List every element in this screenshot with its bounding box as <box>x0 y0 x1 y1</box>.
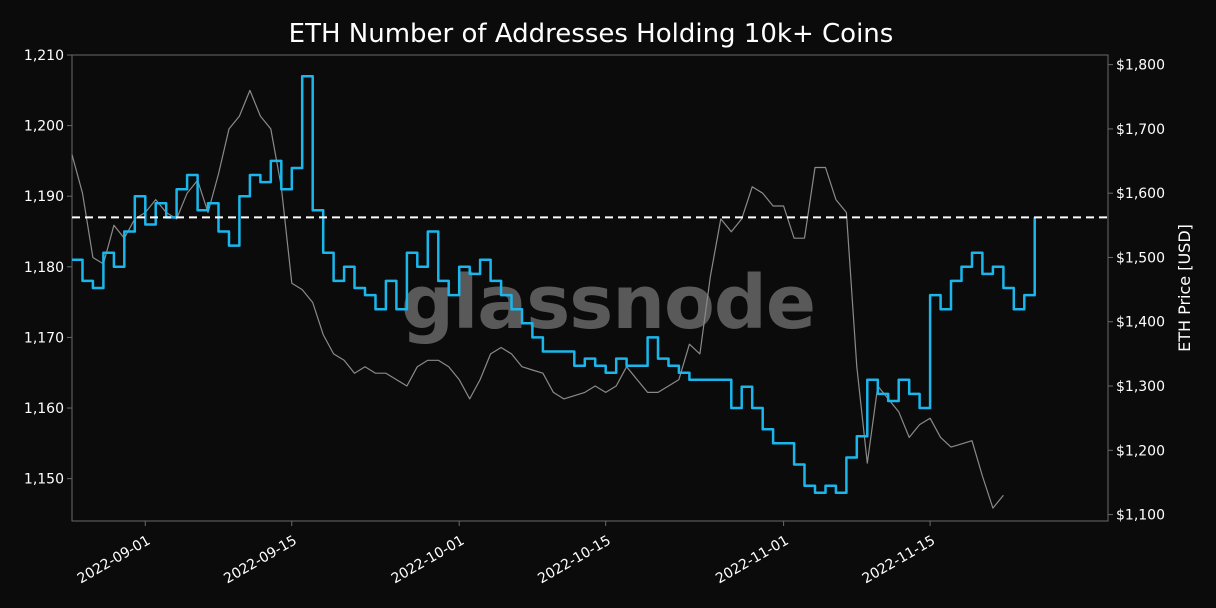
x-tick-label: 2022-09-15 <box>221 533 299 588</box>
right-tick-label: $1,200 <box>1116 443 1165 459</box>
plot-frame <box>71 54 1109 522</box>
right-tick-label: $1,800 <box>1116 58 1165 74</box>
left-tick-label: 1,190 <box>24 189 64 205</box>
x-tick-label: 2022-09-01 <box>75 533 153 588</box>
watermark: glassnode <box>401 260 815 346</box>
price-series-line <box>71 89 1004 509</box>
left-tick-label: 1,170 <box>24 330 64 346</box>
left-tick-label: 1,180 <box>24 260 64 276</box>
x-axis: 2022-09-01 2022-09-15 2022-10-01 2022-10-15… <box>75 521 938 587</box>
right-tick-label: $1,300 <box>1116 379 1165 395</box>
right-tick-label: $1,600 <box>1116 186 1165 202</box>
left-axis: 1,150 1,160 1,170 1,180 1,190 1,200 1,210 <box>24 48 72 488</box>
x-tick-label: 2022-11-01 <box>713 533 791 588</box>
right-tick-label: $1,500 <box>1116 250 1165 266</box>
series-layer <box>71 74 1036 509</box>
left-tick-label: 1,200 <box>24 119 64 135</box>
left-tick-label: 1,210 <box>24 48 64 64</box>
addresses-series-line <box>72 74 1036 495</box>
x-tick-label: 2022-11-15 <box>860 533 938 588</box>
left-tick-label: 1,160 <box>24 401 64 417</box>
right-tick-label: $1,400 <box>1116 315 1165 331</box>
chart-title: ETH Number of Addresses Holding 10k+ Coi… <box>289 19 894 49</box>
right-axis: $1,100 $1,200 $1,300 $1,400 $1,500 $1,600 $1,7… <box>1108 58 1165 524</box>
right-tick-label: $1,700 <box>1116 122 1165 138</box>
left-tick-label: 1,150 <box>24 472 64 488</box>
right-axis-label: ETH Price [USD] <box>1175 224 1194 352</box>
x-tick-label: 2022-10-01 <box>389 533 467 588</box>
right-tick-label: $1,100 <box>1116 508 1165 524</box>
x-tick-label: 2022-10-15 <box>535 533 613 588</box>
